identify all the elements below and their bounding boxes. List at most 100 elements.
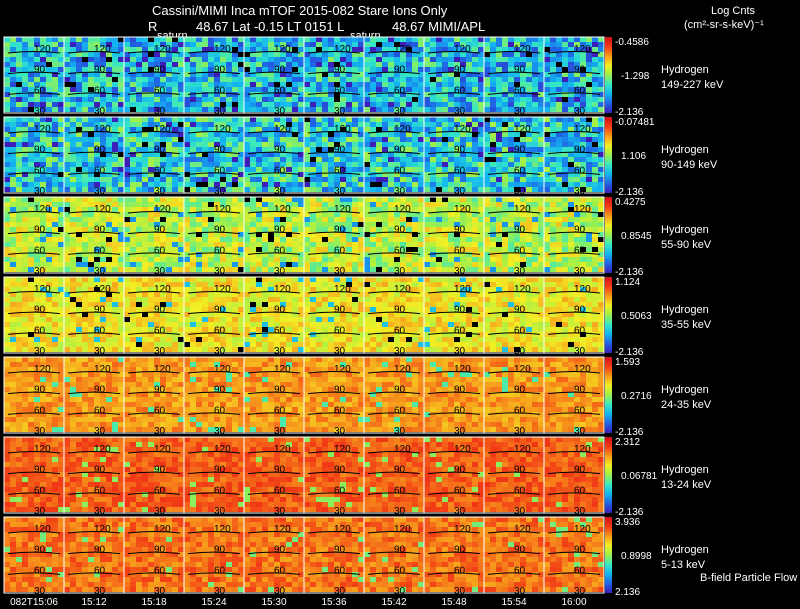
- heatmap-cell: [34, 72, 40, 77]
- heatmap-cell: [406, 217, 412, 222]
- heatmap-cell: [34, 222, 40, 227]
- heatmap-cell: [274, 162, 280, 167]
- heatmap-cell: [382, 42, 388, 47]
- heatmap-cell: [4, 177, 10, 182]
- panel-tick-label: 120: [214, 204, 231, 215]
- heatmap-cell: [202, 247, 208, 252]
- heatmap-cell: [136, 212, 142, 217]
- heatmap-cell: [538, 107, 544, 112]
- heatmap-cell: [400, 157, 406, 162]
- heatmap-cell: [370, 142, 376, 147]
- heatmap-cell: [202, 67, 208, 72]
- heatmap-cell: [286, 217, 292, 222]
- heatmap-cell: [190, 197, 196, 202]
- heatmap-cell: [238, 107, 244, 112]
- heatmap-cell: [454, 252, 460, 257]
- energy-label: 149-227 keV: [661, 79, 724, 91]
- heatmap-cell: [232, 187, 238, 192]
- heatmap-cell: [298, 67, 304, 72]
- heatmap-cell: [52, 52, 58, 57]
- heatmap-cell: [358, 102, 364, 107]
- heatmap-cell: [310, 52, 316, 57]
- heatmap-cell: [340, 182, 346, 187]
- heatmap-cell: [508, 52, 514, 57]
- heatmap-cell: [280, 172, 286, 177]
- heatmap-cell: [358, 52, 364, 57]
- heatmap-cell: [142, 217, 148, 222]
- heatmap-cell: [412, 72, 418, 77]
- heatmap-cell: [220, 262, 226, 267]
- heatmap-cell: [34, 167, 40, 172]
- heatmap-cell: [160, 117, 166, 122]
- heatmap-cell: [322, 212, 328, 217]
- heatmap-cell: [274, 127, 280, 132]
- panel-tick-label: 30: [94, 266, 106, 277]
- heatmap-cell: [370, 137, 376, 142]
- heatmap-cell: [22, 212, 28, 217]
- heatmap-cell: [496, 182, 502, 187]
- heatmap-cell: [496, 57, 502, 62]
- heatmap-cell: [94, 82, 100, 87]
- heatmap-cell: [448, 77, 454, 82]
- heatmap-cell: [220, 277, 226, 282]
- heatmap-cell: [118, 277, 124, 282]
- heatmap-cell: [88, 242, 94, 247]
- heatmap-cell: [412, 257, 418, 262]
- heatmap-cell: [280, 167, 286, 172]
- heatmap-cell: [370, 227, 376, 232]
- heatmap-cell: [556, 102, 562, 107]
- heatmap-cell: [334, 62, 340, 67]
- panel-tick-label: 90: [94, 225, 106, 236]
- heatmap-cell: [34, 37, 40, 42]
- heatmap-cell: [316, 162, 322, 167]
- heatmap-cell: [76, 217, 82, 222]
- heatmap-cell: [28, 152, 34, 157]
- heatmap-cell: [490, 167, 496, 172]
- heatmap-cell: [442, 277, 448, 282]
- heatmap-cell: [400, 187, 406, 192]
- heatmap-cell: [274, 72, 280, 77]
- heatmap-cell: [538, 137, 544, 142]
- heatmap-cell: [28, 62, 34, 67]
- heatmap-cell: [322, 87, 328, 92]
- heatmap-cell: [136, 242, 142, 247]
- heatmap-cell: [256, 37, 262, 42]
- heatmap-cell: [142, 247, 148, 252]
- heatmap-cell: [382, 262, 388, 267]
- heatmap-cell: [376, 267, 382, 272]
- heatmap-cell: [526, 187, 532, 192]
- heatmap-cell: [598, 162, 604, 167]
- heatmap-cell: [268, 107, 274, 112]
- panel-tick-label: 60: [514, 85, 526, 96]
- heatmap-cell: [592, 167, 598, 172]
- heatmap-cell: [160, 207, 166, 212]
- heatmap-cell: [292, 142, 298, 147]
- heatmap-cell: [40, 207, 46, 212]
- heatmap-cell: [280, 82, 286, 87]
- contour-line: [427, 172, 481, 175]
- heatmap-cell: [598, 122, 604, 127]
- contour-line: [7, 51, 61, 54]
- heatmap-cell: [586, 127, 592, 132]
- heatmap-cell: [238, 202, 244, 207]
- heatmap-cell: [184, 247, 190, 252]
- heatmap-cell: [310, 117, 316, 122]
- heatmap-cell: [172, 157, 178, 162]
- heatmap-cell: [298, 207, 304, 212]
- heatmap-cell: [340, 152, 346, 157]
- heatmap-cell: [136, 67, 142, 72]
- heatmap-cell: [118, 157, 124, 162]
- heatmap-cell: [226, 252, 232, 257]
- heatmap-cell: [424, 247, 430, 252]
- contour-line: [247, 151, 301, 155]
- heatmap-cell: [22, 182, 28, 187]
- heatmap-cell: [508, 47, 514, 52]
- heatmap-cell: [250, 202, 256, 207]
- heatmap-cell: [544, 212, 550, 217]
- heatmap-cell: [286, 107, 292, 112]
- heatmap-cell: [82, 247, 88, 252]
- header-title: Cassini/MIMI Inca mTOF 2015-082 Stare Io…: [152, 3, 448, 18]
- heatmap-cell: [124, 222, 130, 227]
- heatmap-cell: [568, 97, 574, 102]
- heatmap-cell: [154, 232, 160, 237]
